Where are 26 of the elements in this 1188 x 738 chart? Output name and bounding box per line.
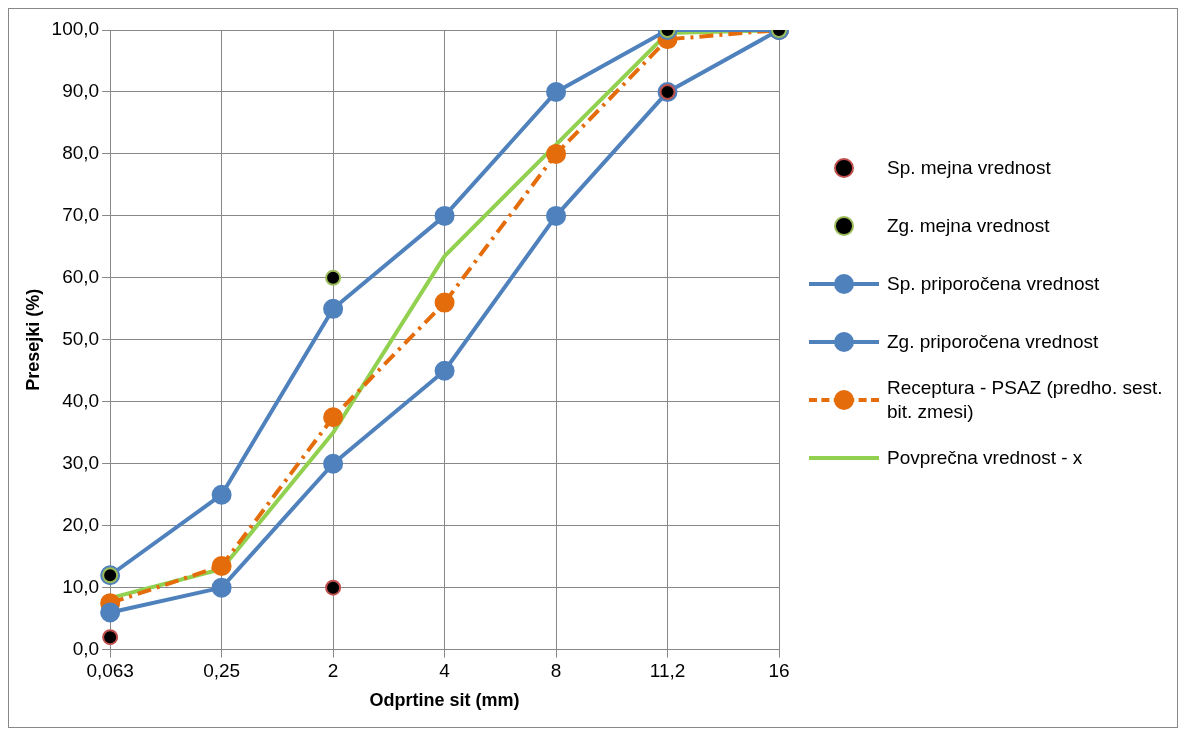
y-tick-label: 90,0 bbox=[62, 80, 100, 102]
y-tick-label: 30,0 bbox=[62, 451, 100, 473]
y-tick-label: 40,0 bbox=[62, 389, 100, 411]
y-tick-label: 50,0 bbox=[62, 328, 100, 350]
y-tick-label: 70,0 bbox=[62, 204, 100, 226]
legend-label: Zg. priporočena vrednost bbox=[887, 330, 1100, 354]
y-tick-label: 60,0 bbox=[62, 266, 100, 288]
legend-label: Sp. priporočena vrednost bbox=[887, 272, 1101, 296]
x-tick-label: 8 bbox=[550, 660, 562, 682]
x-tick-label: 2 bbox=[327, 660, 339, 682]
x-axis-title: Odprtine sit (mm) bbox=[369, 690, 520, 711]
y-tick-label: 0,0 bbox=[72, 637, 100, 659]
legend-label: Povprečna vrednost - x bbox=[887, 446, 1084, 470]
legend-label: Zg. mejna vrednost bbox=[887, 214, 1051, 238]
legend-label: Sp. mejna vrednost bbox=[887, 156, 1052, 180]
y-tick-label: 20,0 bbox=[62, 513, 100, 535]
y-tick-label: 10,0 bbox=[62, 575, 100, 597]
x-tick-label: 4 bbox=[439, 660, 451, 682]
y-tick-label: 100,0 bbox=[51, 18, 100, 40]
x-tick-label: 0,063 bbox=[86, 660, 134, 682]
y-axis-title: Presejki (%) bbox=[22, 288, 43, 391]
legend-label: Receptura - PSAZ (predho. sest. bit. zmesi) bbox=[887, 376, 1164, 424]
x-tick-label: 0,25 bbox=[203, 660, 241, 682]
y-tick-label: 80,0 bbox=[62, 142, 100, 164]
x-tick-label: 16 bbox=[768, 660, 790, 682]
x-tick-label: 11,2 bbox=[649, 660, 686, 682]
